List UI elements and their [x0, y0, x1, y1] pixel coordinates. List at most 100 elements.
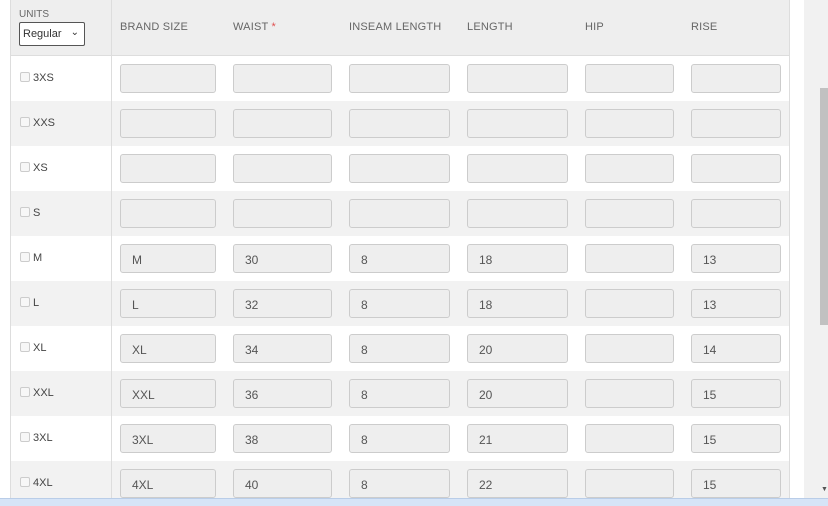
hip-input[interactable] — [585, 289, 674, 318]
units-label: UNITS — [19, 9, 49, 20]
size-label: 3XS — [33, 72, 54, 84]
units-selected-value: Regular — [23, 28, 62, 40]
brand-size-input[interactable] — [120, 199, 216, 228]
rise-input[interactable]: 15 — [691, 379, 781, 408]
size-checkbox[interactable] — [20, 207, 30, 217]
length-input[interactable]: 20 — [467, 379, 568, 408]
table-row: L L 32 8 18 13 — [11, 281, 789, 326]
inseam-length-input[interactable] — [349, 64, 450, 93]
inseam-length-input[interactable]: 8 — [349, 244, 450, 273]
hip-input[interactable] — [585, 154, 674, 183]
length-input[interactable]: 22 — [467, 469, 568, 498]
bottom-bar — [0, 498, 828, 506]
rise-input[interactable] — [691, 64, 781, 93]
size-label: L — [33, 297, 40, 309]
table-row: 3XL 3XL 38 8 21 15 — [11, 416, 789, 461]
size-label: XL — [33, 342, 47, 354]
hip-input[interactable] — [585, 244, 674, 273]
length-input[interactable]: 18 — [467, 289, 568, 318]
units-select[interactable]: Regular ⌄ — [19, 22, 85, 46]
length-input[interactable]: 18 — [467, 244, 568, 273]
inseam-length-input[interactable]: 8 — [349, 334, 450, 363]
hip-input[interactable] — [585, 469, 674, 498]
brand-size-input[interactable]: XL — [120, 334, 216, 363]
header-inseam-length: INSEAM LENGTH — [349, 21, 442, 33]
length-input[interactable] — [467, 109, 568, 138]
table-header: UNITS Regular ⌄ BRAND SIZE WAIST * INSEAM… — [11, 0, 789, 56]
length-input[interactable]: 20 — [467, 334, 568, 363]
waist-input[interactable]: 32 — [233, 289, 332, 318]
inseam-length-input[interactable]: 8 — [349, 469, 450, 498]
size-checkbox[interactable] — [20, 477, 30, 487]
size-checkbox[interactable] — [20, 162, 30, 172]
rise-input[interactable]: 15 — [691, 424, 781, 453]
waist-input[interactable]: 36 — [233, 379, 332, 408]
brand-size-input[interactable]: XXL — [120, 379, 216, 408]
brand-size-input[interactable] — [120, 109, 216, 138]
waist-input[interactable] — [233, 109, 332, 138]
length-input[interactable]: 21 — [467, 424, 568, 453]
length-input[interactable] — [467, 199, 568, 228]
hip-input[interactable] — [585, 199, 674, 228]
size-checkbox[interactable] — [20, 72, 30, 82]
brand-size-input[interactable]: 3XL — [120, 424, 216, 453]
header-brand-size: BRAND SIZE — [120, 21, 189, 33]
scroll-down-arrow-icon[interactable]: ▼ — [821, 486, 828, 493]
size-checkbox[interactable] — [20, 297, 30, 307]
header-hip: HIP — [585, 21, 604, 33]
size-chart-table: UNITS Regular ⌄ BRAND SIZE WAIST * INSEAM… — [10, 0, 790, 506]
inseam-length-input[interactable]: 8 — [349, 379, 450, 408]
size-label: XXL — [33, 387, 54, 399]
header-waist: WAIST * — [233, 21, 276, 33]
waist-input[interactable] — [233, 199, 332, 228]
inseam-length-input[interactable] — [349, 154, 450, 183]
inseam-length-input[interactable] — [349, 199, 450, 228]
inseam-length-input[interactable]: 8 — [349, 424, 450, 453]
brand-size-input[interactable]: L — [120, 289, 216, 318]
waist-input[interactable]: 30 — [233, 244, 332, 273]
rise-input[interactable]: 14 — [691, 334, 781, 363]
brand-size-input[interactable]: M — [120, 244, 216, 273]
brand-size-input[interactable]: 4XL — [120, 469, 216, 498]
length-input[interactable] — [467, 64, 568, 93]
rise-input[interactable]: 13 — [691, 244, 781, 273]
waist-input[interactable] — [233, 154, 332, 183]
inseam-length-input[interactable]: 8 — [349, 289, 450, 318]
size-label: 3XL — [33, 432, 53, 444]
size-checkbox[interactable] — [20, 117, 30, 127]
rise-input[interactable] — [691, 199, 781, 228]
hip-input[interactable] — [585, 424, 674, 453]
header-rise: RISE — [691, 21, 718, 33]
table-row: XL XL 34 8 20 14 — [11, 326, 789, 371]
size-checkbox[interactable] — [20, 387, 30, 397]
table-row: XS — [11, 146, 789, 191]
brand-size-input[interactable] — [120, 64, 216, 93]
rise-input[interactable] — [691, 154, 781, 183]
hip-input[interactable] — [585, 379, 674, 408]
size-checkbox[interactable] — [20, 342, 30, 352]
size-label: XXS — [33, 117, 56, 129]
inseam-length-input[interactable] — [349, 109, 450, 138]
rise-input[interactable]: 15 — [691, 469, 781, 498]
size-label: S — [33, 207, 41, 219]
rise-input[interactable]: 13 — [691, 289, 781, 318]
waist-input[interactable]: 38 — [233, 424, 332, 453]
hip-input[interactable] — [585, 334, 674, 363]
size-label: M — [33, 252, 43, 264]
brand-size-input[interactable] — [120, 154, 216, 183]
table-row: XXS — [11, 101, 789, 146]
chevron-down-icon: ⌄ — [70, 27, 79, 38]
size-checkbox[interactable] — [20, 252, 30, 262]
size-checkbox[interactable] — [20, 432, 30, 442]
length-input[interactable] — [467, 154, 568, 183]
header-length: LENGTH — [467, 21, 513, 33]
scrollbar[interactable]: ▼ — [804, 0, 828, 498]
waist-input[interactable]: 34 — [233, 334, 332, 363]
rise-input[interactable] — [691, 109, 781, 138]
required-marker: * — [271, 21, 276, 33]
scrollbar-thumb[interactable] — [820, 88, 828, 325]
waist-input[interactable] — [233, 64, 332, 93]
hip-input[interactable] — [585, 64, 674, 93]
waist-input[interactable]: 40 — [233, 469, 332, 498]
hip-input[interactable] — [585, 109, 674, 138]
